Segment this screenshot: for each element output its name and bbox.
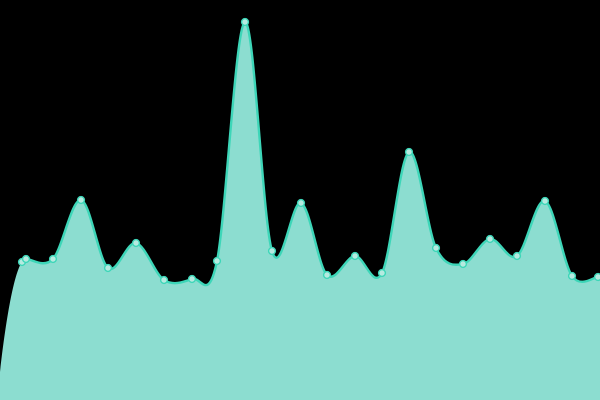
data-point-marker [187, 274, 197, 284]
data-point-marker [212, 256, 222, 266]
data-point-marker [512, 251, 522, 261]
data-point-marker [48, 254, 58, 264]
data-point-marker [296, 198, 306, 208]
data-point-markers [17, 17, 600, 285]
data-point-marker [540, 196, 550, 206]
data-point-marker [377, 268, 387, 278]
data-point-marker [322, 270, 332, 280]
data-point-marker [131, 238, 141, 248]
chart-plot-area [0, 17, 600, 400]
data-point-marker [21, 254, 31, 264]
data-point-marker [485, 234, 495, 244]
data-point-marker [458, 259, 468, 269]
data-point-marker [240, 17, 250, 27]
data-point-marker [103, 263, 113, 273]
data-point-marker [593, 272, 600, 282]
data-point-marker [76, 195, 86, 205]
data-point-marker [267, 246, 277, 256]
data-point-marker [159, 275, 169, 285]
data-point-marker [404, 147, 414, 157]
data-point-marker [431, 243, 441, 253]
area-fill-path [0, 21, 600, 400]
data-point-marker [350, 251, 360, 261]
data-point-marker [567, 271, 577, 281]
